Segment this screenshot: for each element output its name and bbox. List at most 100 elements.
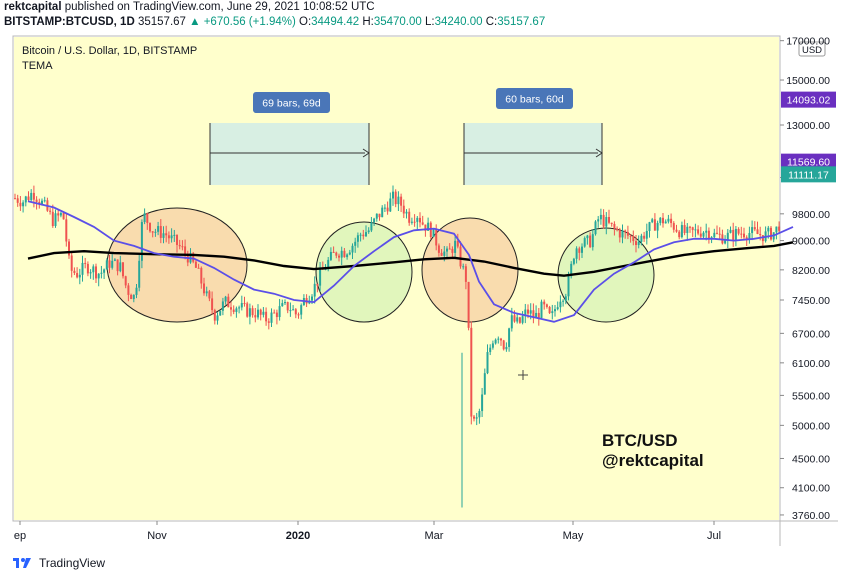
candle-body-39 — [116, 259, 119, 272]
candle-body-50 — [146, 213, 149, 223]
candle-body-127 — [354, 241, 357, 246]
candle-body-104 — [292, 309, 295, 311]
candle-body-200 — [551, 311, 554, 314]
candle-body-195 — [537, 312, 540, 318]
candle-body-67 — [192, 253, 195, 262]
candle-body-183 — [505, 346, 508, 350]
axis-background — [780, 37, 838, 520]
candle-body-137 — [381, 207, 384, 218]
candle-body-162 — [448, 248, 451, 250]
candle-body-267 — [732, 229, 735, 240]
candle-body-190 — [524, 309, 527, 317]
candle-body-45 — [132, 294, 135, 300]
candle-body-88 — [248, 308, 251, 317]
candle-body-112 — [313, 283, 316, 297]
candle-body-154 — [427, 222, 430, 231]
candle-body-143 — [397, 196, 400, 205]
candle-body-82 — [232, 309, 235, 312]
candle-body-15 — [51, 211, 54, 226]
candle-body-18 — [59, 213, 62, 216]
time-axis-ticks: ep Nov 2020 Mar May Jul — [14, 521, 721, 542]
candle-body-235 — [645, 230, 648, 239]
candle-body-270 — [740, 233, 743, 235]
last-price: 35157.67 — [137, 16, 186, 28]
candle-body-174 — [481, 394, 484, 412]
candle-body-249 — [683, 225, 686, 234]
candle-body-206 — [567, 276, 570, 297]
candle-body-92 — [259, 309, 262, 315]
candle-body-1 — [14, 198, 16, 200]
candle-body-9 — [35, 199, 38, 202]
candle-body-119 — [332, 251, 335, 253]
candle-body-20 — [65, 219, 68, 242]
candle-body-59 — [170, 235, 173, 239]
candle-body-141 — [392, 191, 394, 199]
candle-body-224 — [616, 228, 619, 231]
high-value: 35470.00 — [373, 16, 422, 28]
candle-body-194 — [535, 312, 538, 318]
candle-body-275 — [753, 227, 756, 230]
high-label: H: — [362, 16, 374, 28]
candle-body-163 — [451, 248, 454, 253]
candle-body-8 — [32, 192, 35, 200]
candle-body-233 — [640, 235, 643, 242]
chart-title: Bitcoin / U.S. Dollar, 1D, BITSTAMP — [22, 45, 197, 57]
candle-body-196 — [540, 301, 543, 318]
candle-body-214 — [589, 235, 592, 248]
candle-body-217 — [597, 219, 600, 222]
candle-body-89 — [251, 308, 254, 316]
candle-body-81 — [230, 307, 232, 310]
low-value: 34240.00 — [434, 16, 483, 28]
candle-body-265 — [726, 232, 729, 241]
price-tick-15000: 15000.00 — [786, 75, 830, 87]
candle-body-103 — [289, 310, 292, 312]
open-value: 34494.42 — [311, 16, 360, 28]
candle-body-188 — [518, 317, 521, 323]
candle-body-14 — [49, 210, 52, 212]
candle-body-215 — [591, 234, 594, 248]
candle-body-17 — [57, 213, 60, 216]
candle-body-197 — [543, 301, 546, 305]
tradingview-logo-icon[interactable] — [12, 556, 34, 570]
candle-body-184 — [508, 328, 511, 347]
close-value: 35157.67 — [497, 16, 546, 28]
close-label: C: — [485, 16, 498, 28]
candle-body-254 — [697, 229, 700, 234]
candle-body-53 — [154, 231, 157, 233]
candle-body-114 — [319, 268, 322, 286]
candle-body-63 — [181, 246, 184, 248]
candle-body-262 — [718, 233, 721, 235]
candle-body-181 — [500, 338, 502, 341]
candle-body-220 — [605, 216, 608, 227]
candle-body-237 — [651, 219, 654, 223]
time-tick-6: Jul — [707, 530, 721, 542]
candle-body-229 — [629, 235, 632, 237]
range-tags: 69 bars, 69d 60 bars, 60d — [253, 88, 573, 113]
candle-body-132 — [367, 230, 370, 233]
footer-brand[interactable]: TradingView — [39, 556, 106, 570]
candle-body-160 — [443, 251, 446, 256]
candle-body-118 — [329, 251, 332, 260]
range-tag-2-text: 60 bars, 60d — [505, 94, 564, 106]
author-name[interactable]: rektcapital — [4, 1, 62, 13]
currency-badge[interactable] — [798, 41, 826, 57]
candle-body-260 — [713, 232, 716, 238]
price-tick-8200: 8200.00 — [792, 265, 830, 277]
candle-body-185 — [510, 315, 513, 329]
candle-body-256 — [702, 232, 705, 237]
candle-body-146 — [405, 211, 408, 214]
candle-body-142 — [394, 191, 397, 205]
candle-body-204 — [562, 300, 565, 302]
candle-body-210 — [578, 248, 581, 253]
candle-body-29 — [89, 272, 92, 274]
candle-body-117 — [327, 259, 330, 269]
candle-body-140 — [389, 198, 392, 212]
candle-body-192 — [529, 310, 532, 314]
highlight-circle-2 — [315, 221, 413, 323]
candle-body-232 — [637, 241, 640, 246]
candle-body-102 — [286, 302, 289, 311]
candle-body-75 — [213, 310, 216, 321]
candle-body-284 — [778, 226, 781, 231]
candle-body-161 — [446, 248, 448, 252]
